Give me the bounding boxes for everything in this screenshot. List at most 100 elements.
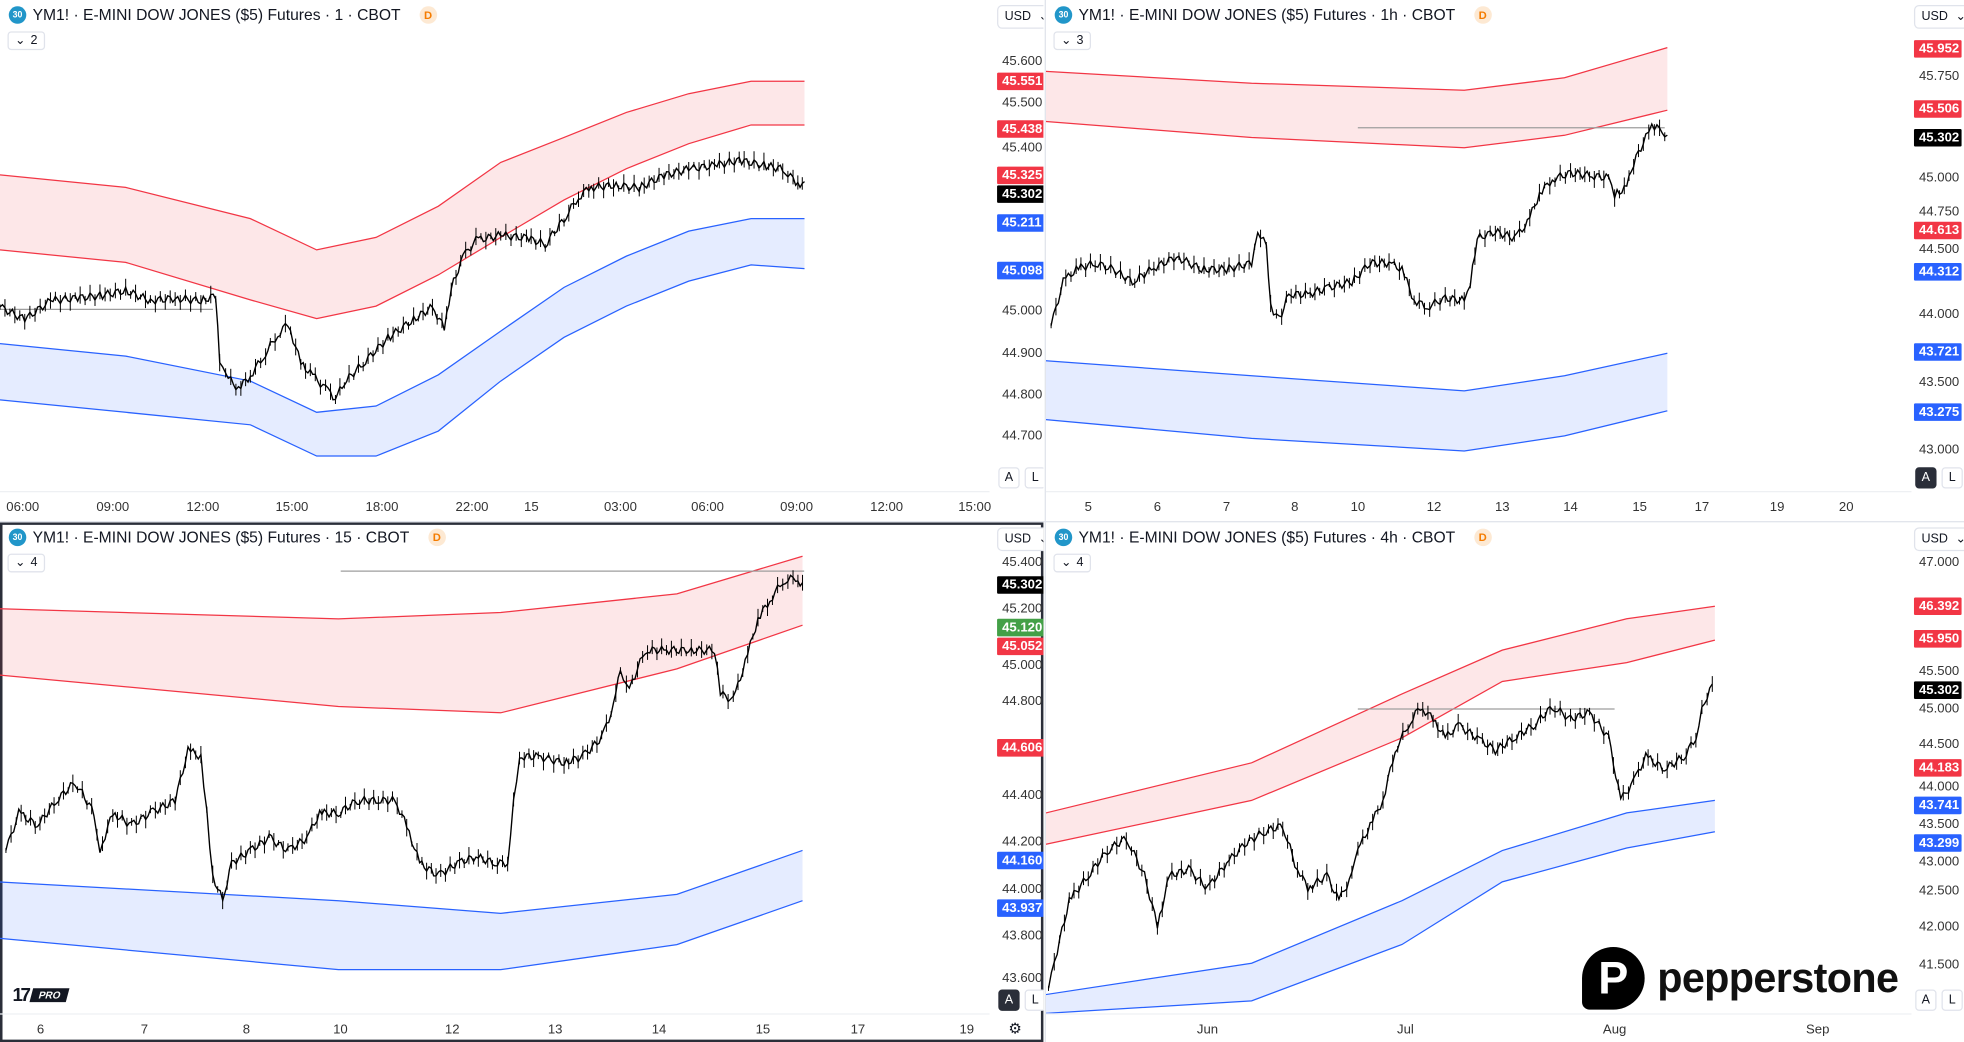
upper-band-top-line	[0, 555, 803, 620]
chart-title[interactable]: YM1! · E-MINI DOW JONES ($5) Futures · 1…	[32, 528, 410, 547]
log-scale-button[interactable]: L	[1941, 467, 1963, 489]
price-tick-label: 44.900	[1002, 345, 1043, 361]
upper-band-fill	[1045, 47, 1668, 148]
upper-band-top-line	[1045, 47, 1668, 91]
time-tick-label: 15:00	[275, 499, 309, 515]
price-tick-label: 44.000	[1918, 779, 1960, 795]
price-badge: 43.937	[997, 899, 1044, 917]
price-series-line	[1047, 683, 1713, 989]
price-tick-label: 45.200	[1002, 601, 1043, 617]
currency-dropdown[interactable]: USD ⌄	[997, 527, 1044, 552]
chart-panel-1h[interactable]: .g{stroke:#9e9e9e;stroke-width:1}.d{stro…	[1045, 0, 1964, 520]
price-plot[interactable]: .g{stroke:#9e9e9e;stroke-width:1}.d{stro…	[1045, 522, 1912, 1014]
chart-title[interactable]: YM1! · E-MINI DOW JONES ($5) Futures · 1…	[32, 6, 401, 24]
settings-gear-icon[interactable]: ⚙	[1008, 1019, 1022, 1038]
currency-label: USD	[1004, 532, 1032, 547]
time-axis[interactable]	[1045, 491, 1912, 493]
price-tick-label: 45.000	[1002, 657, 1043, 673]
time-tick-label: 6	[36, 1022, 45, 1038]
price-tick-label: 42.000	[1918, 919, 1960, 935]
price-badge: 45.302	[1913, 128, 1962, 146]
price-tick-label: 42.500	[1918, 883, 1960, 899]
time-tick-label: Jun	[1196, 1022, 1219, 1038]
price-tick-label: 47.000	[1918, 554, 1960, 570]
price-badge: 44.613	[1913, 222, 1962, 240]
time-axis[interactable]	[0, 1013, 990, 1015]
price-tick-label: 43.500	[1918, 374, 1960, 390]
time-tick-label: 09:00	[780, 499, 814, 515]
upper-band-bottom-line	[0, 624, 803, 714]
indicator-count: 4	[1076, 556, 1084, 570]
price-plot[interactable]: .g{stroke:#9e9e9e;stroke-width:1}.d{stro…	[0, 0, 990, 491]
price-badge: 43.741	[1913, 796, 1962, 815]
currency-dropdown[interactable]: USD ⌄	[997, 5, 1044, 29]
panel-divider-horizontal[interactable]	[0, 521, 1964, 523]
log-scale-button[interactable]: L	[1024, 467, 1044, 489]
price-badge: 45.302	[997, 575, 1044, 594]
upper-band-bottom-line	[1045, 109, 1668, 149]
currency-label: USD	[1004, 10, 1032, 24]
indicators-collapse-button[interactable]: ⌄ 3	[1053, 31, 1091, 51]
lower-band-bottom-line	[0, 900, 803, 971]
chevron-down-icon: ⌄	[1039, 10, 1044, 24]
chevron-down-icon: ⌄	[1060, 33, 1072, 48]
indicator-count: 3	[1076, 33, 1084, 48]
time-tick-label: 06:00	[6, 499, 40, 515]
price-tick-label: 44.800	[1002, 386, 1043, 402]
indicators-collapse-button[interactable]: ⌄ 2	[7, 31, 46, 51]
log-scale-button[interactable]: L	[1941, 989, 1963, 1011]
chart-panel-15m[interactable]: .g{stroke:#9e9e9e;stroke-width:1}.d{stro…	[0, 522, 1044, 1042]
currency-dropdown[interactable]: USD ⌄	[1913, 527, 1964, 552]
chart-title[interactable]: YM1! · E-MINI DOW JONES ($5) Futures · 1…	[1078, 6, 1456, 24]
price-tick-label: 43.000	[1918, 854, 1960, 870]
lower-band-bottom-line	[1045, 410, 1668, 452]
price-tick-label: 43.600	[1002, 970, 1043, 986]
time-tick-label: 10	[333, 1022, 348, 1038]
time-tick-label: 14	[651, 1022, 667, 1038]
auto-scale-button[interactable]: A	[998, 467, 1020, 489]
chart-header[interactable]: 30 YM1! · E-MINI DOW JONES ($5) Futures ·…	[8, 6, 437, 24]
price-plot[interactable]: .g{stroke:#9e9e9e;stroke-width:1}.d{stro…	[1045, 0, 1912, 491]
time-tick-label: 8	[1291, 499, 1299, 515]
chart-panel-1m[interactable]: .g{stroke:#9e9e9e;stroke-width:1}.d{stro…	[0, 0, 1044, 520]
time-axis[interactable]	[1045, 1013, 1912, 1015]
delayed-data-icon: D	[419, 6, 437, 24]
time-tick-label: 15	[755, 1022, 771, 1038]
time-tick-label: 15	[524, 499, 539, 515]
log-scale-button[interactable]: L	[1024, 989, 1044, 1011]
time-tick-label: 20	[1838, 499, 1854, 515]
auto-scale-button[interactable]: A	[998, 989, 1020, 1011]
price-badge: 44.160	[997, 852, 1044, 870]
indicators-collapse-button[interactable]: ⌄ 4	[1053, 553, 1091, 573]
chart-header[interactable]: 30 YM1! · E-MINI DOW JONES ($5) Futures ·…	[8, 528, 446, 547]
tradingview-logo-mark: 17	[12, 984, 31, 1006]
price-plot[interactable]: .g{stroke:#9e9e9e;stroke-width:1}.d{stro…	[0, 522, 990, 1013]
lower-band-top-line	[1045, 352, 1668, 392]
indicators-collapse-button[interactable]: ⌄ 4	[7, 553, 46, 573]
panel-divider-vertical[interactable]	[1044, 0, 1046, 1042]
time-tick-label: 22:00	[455, 499, 489, 515]
chart-title[interactable]: YM1! · E-MINI DOW JONES ($5) Futures · 4…	[1078, 528, 1456, 547]
chevron-down-icon: ⌄	[1955, 10, 1964, 24]
currency-dropdown[interactable]: USD ⌄	[1913, 5, 1964, 29]
upper-band-bottom-line	[1045, 639, 1716, 845]
time-axis[interactable]	[0, 491, 990, 493]
auto-scale-button[interactable]: A	[1915, 467, 1937, 489]
price-badge: 45.052	[997, 637, 1044, 655]
price-tick-label: 44.750	[1918, 204, 1960, 220]
chart-panel-4h[interactable]: .g{stroke:#9e9e9e;stroke-width:1}.d{stro…	[1045, 522, 1964, 1042]
time-tick-label: 12	[1426, 499, 1442, 515]
time-tick-label: 14	[1563, 499, 1578, 515]
time-tick-label: 03:00	[603, 499, 637, 515]
price-badge: 45.211	[997, 214, 1044, 232]
upper-band-fill	[0, 556, 803, 713]
time-tick-label: 18:00	[365, 499, 399, 515]
chart-header[interactable]: 30 YM1! · E-MINI DOW JONES ($5) Futures ·…	[1054, 6, 1492, 24]
auto-scale-button[interactable]: A	[1915, 989, 1937, 1011]
lower-band-fill	[0, 850, 803, 970]
price-tick-label: 44.700	[1002, 428, 1043, 444]
chart-header[interactable]: 30 YM1! · E-MINI DOW JONES ($5) Futures ·…	[1054, 528, 1492, 547]
price-badge: 43.299	[1913, 834, 1962, 852]
price-tick-label: 45.000	[1918, 701, 1960, 717]
